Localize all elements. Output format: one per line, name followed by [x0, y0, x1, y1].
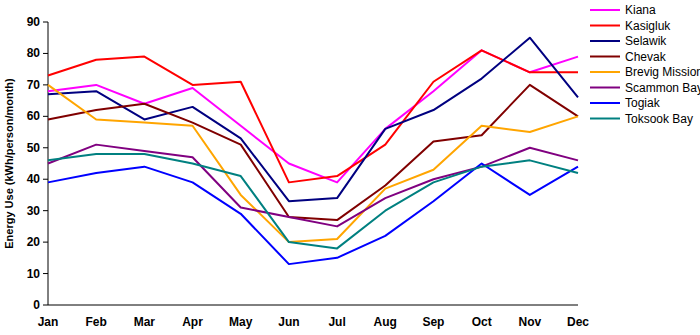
- series-line: [48, 38, 578, 202]
- x-axis: [48, 305, 578, 306]
- x-tick-label: Dec: [567, 315, 589, 329]
- legend-swatch: [590, 71, 620, 73]
- y-tick-label: 30: [27, 204, 41, 218]
- legend-swatch: [590, 102, 620, 104]
- y-axis-label: Energy Use (kWh/person/month): [3, 78, 15, 249]
- y-tick: [43, 210, 48, 211]
- x-tick-label: Jul: [328, 315, 345, 329]
- y-tick-label: 10: [27, 267, 41, 281]
- x-tick-label: Feb: [86, 315, 107, 329]
- y-tick: [43, 305, 48, 306]
- legend-label: Togiak: [625, 96, 661, 110]
- legend-label: Kasigluk: [625, 19, 671, 33]
- legend-label: Scammon Bay: [625, 81, 700, 95]
- y-tick-label: 60: [27, 109, 41, 123]
- legend-swatch: [590, 56, 620, 58]
- x-tick-label: Oct: [472, 315, 492, 329]
- y-tick: [43, 84, 48, 85]
- y-tick-label: 50: [27, 141, 41, 155]
- x-tick-label: Sep: [422, 315, 444, 329]
- x-tick-label: Nov: [518, 315, 541, 329]
- y-tick-label: 80: [27, 46, 41, 60]
- x-tick-label: Mar: [134, 315, 156, 329]
- y-tick-label: 90: [27, 15, 41, 29]
- x-tick-label: Apr: [182, 315, 203, 329]
- x-tick-label: May: [229, 315, 253, 329]
- series-line: [48, 145, 578, 227]
- x-tick-label: Aug: [374, 315, 397, 329]
- y-tick: [43, 116, 48, 117]
- legend-label: Brevig Mission: [625, 65, 700, 79]
- series-line: [48, 164, 578, 265]
- y-tick: [43, 147, 48, 148]
- series-line: [48, 85, 578, 220]
- plot-area: [48, 38, 578, 264]
- legend-label: Kiana: [625, 3, 656, 17]
- legend-swatch: [590, 87, 620, 89]
- legend-label: Chevak: [625, 50, 667, 64]
- y-tick: [43, 22, 48, 23]
- y-tick-label: 20: [27, 235, 41, 249]
- y-tick-label: 40: [27, 172, 41, 186]
- y-tick: [43, 242, 48, 243]
- y-tick: [43, 179, 48, 180]
- legend-label: Selawik: [625, 34, 667, 48]
- chart: 0 10 20 30 40 50 60 70 80 90 Jan Feb Mar Apr May Jun Jul…: [0, 0, 700, 335]
- series-line: [48, 154, 578, 248]
- x-tick-label: Jun: [278, 315, 299, 329]
- y-tick: [43, 53, 48, 54]
- legend-swatch: [590, 118, 620, 120]
- legend-label: Toksook Bay: [625, 112, 693, 126]
- legend-swatch: [590, 40, 620, 42]
- x-tick-label: Jan: [38, 315, 59, 329]
- y-tick: [43, 273, 48, 274]
- legend-swatch: [590, 9, 620, 11]
- y-tick-label: 0: [33, 298, 40, 312]
- y-tick-label: 70: [27, 78, 41, 92]
- legend-swatch: [590, 25, 620, 27]
